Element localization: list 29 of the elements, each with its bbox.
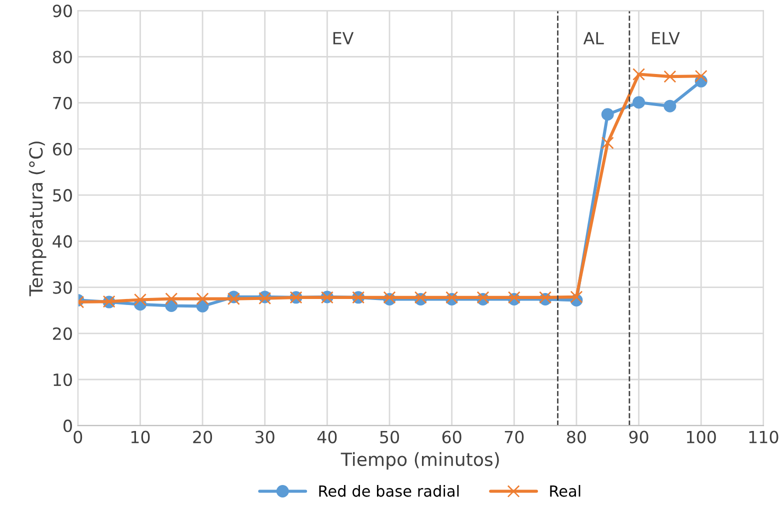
x-tick-label: 40 bbox=[317, 430, 337, 444]
y-tick-label: 10 bbox=[54, 373, 72, 386]
y-tick-label: 20 bbox=[53, 327, 72, 340]
x-tick-label: 30 bbox=[256, 430, 274, 444]
y-tick-label: 80 bbox=[52, 50, 72, 64]
legend-label: Real bbox=[550, 484, 580, 497]
y-tick-label: 0 bbox=[64, 420, 72, 432]
annotation: AL bbox=[583, 32, 604, 44]
x-tick-label: 60 bbox=[442, 430, 462, 444]
x-tick-label: 70 bbox=[504, 430, 524, 444]
x-tick-label: 110 bbox=[749, 430, 778, 444]
x-tick-label: 80 bbox=[566, 430, 586, 444]
y-tick-label: 40 bbox=[52, 235, 72, 248]
y-tick-label: 70 bbox=[53, 96, 72, 110]
annotation: EV bbox=[333, 32, 354, 44]
annotation: ELV bbox=[652, 32, 680, 44]
x-tick-label: 10 bbox=[131, 430, 150, 444]
y-tick-label: 30 bbox=[53, 281, 72, 294]
x-tick-label: 90 bbox=[629, 430, 648, 444]
y-tick-label: 90 bbox=[52, 4, 72, 18]
legend-label: Red de base radial bbox=[319, 484, 459, 497]
x-axis-title: Tiempo (minutos) bbox=[340, 452, 499, 470]
x-tick-label: 100 bbox=[687, 430, 716, 444]
x-tick-label: 50 bbox=[380, 430, 399, 444]
x-tick-label: 0 bbox=[74, 430, 82, 444]
y-tick-label: 50 bbox=[53, 189, 72, 202]
x-tick-label: 20 bbox=[193, 430, 212, 444]
y-axis-title: Temperatura (°C) bbox=[28, 142, 46, 296]
y-tick-label: 60 bbox=[52, 142, 72, 156]
